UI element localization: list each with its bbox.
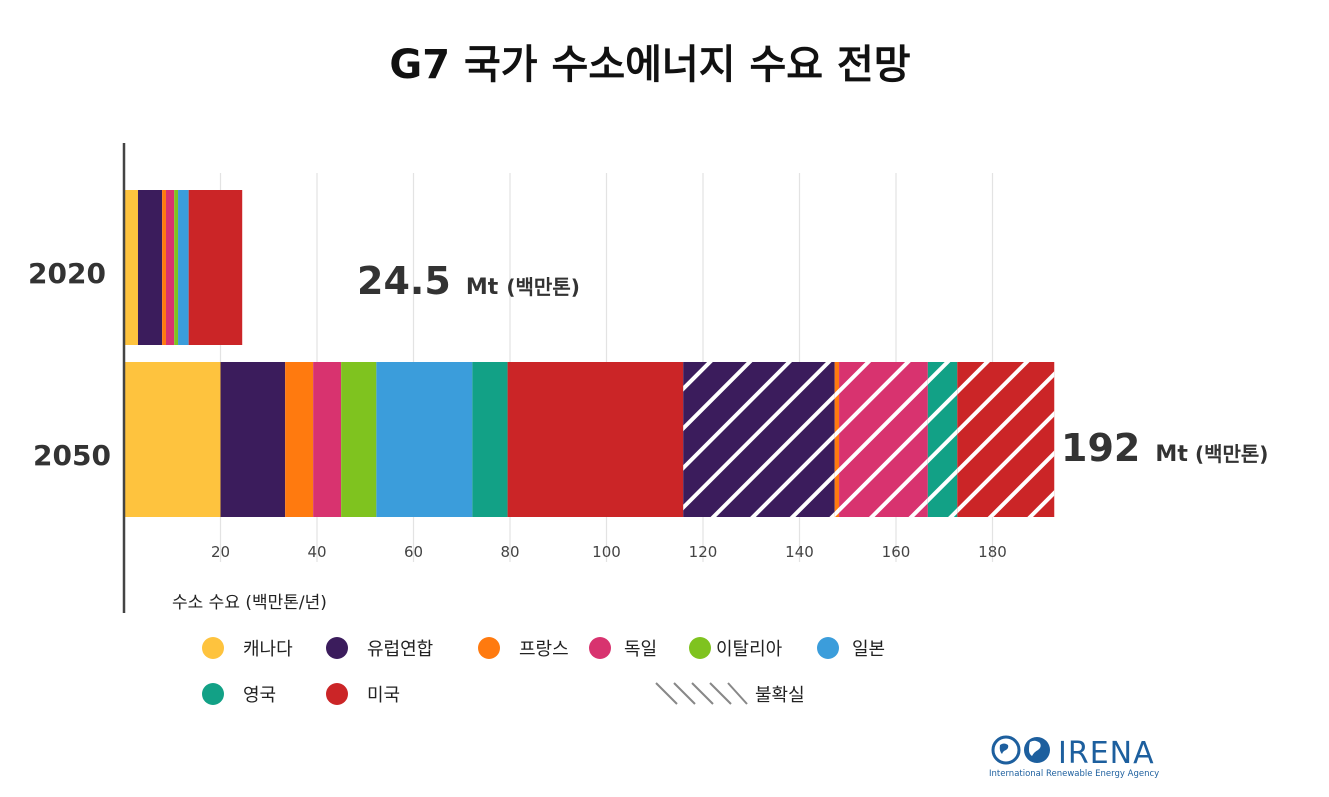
bar-2020-3 <box>165 190 175 345</box>
x-tick-60: 60 <box>404 543 423 561</box>
legend-swatch-6 <box>202 683 224 705</box>
legend-swatch-1 <box>326 637 348 659</box>
bar-2050-uncertain-11-hatch <box>927 362 958 517</box>
total-value-2050: 192 <box>1061 426 1140 470</box>
legend-item-7: 미국 <box>326 683 400 706</box>
legend-label-4: 이탈리아 <box>716 639 783 660</box>
legend-item-4: 이탈리아 <box>689 637 783 660</box>
bar-2020-5 <box>178 190 189 345</box>
globe-icon <box>991 735 1050 765</box>
bar-2020-7 <box>188 190 243 345</box>
legend-label-2: 프랑스 <box>519 639 569 660</box>
total-unit-ko-2020: (백만톤) <box>506 275 579 299</box>
bar-2050-uncertain-9-hatch <box>834 362 840 517</box>
legend-item-3: 독일 <box>589 637 657 660</box>
legend-label-7: 미국 <box>367 685 400 706</box>
legend-swatch-2 <box>478 637 500 659</box>
total-annotation-2050: 192 Mt (백만톤) <box>1061 426 1268 470</box>
bar-2020-0 <box>124 190 138 345</box>
bar-2050-uncertain-8-hatch <box>683 362 835 517</box>
bar-2050-1 <box>220 362 286 517</box>
x-tick-140: 140 <box>785 543 814 561</box>
legend-swatch-4 <box>689 637 711 659</box>
bar-2050-uncertain-10-hatch <box>839 362 928 517</box>
category-label-2020: 2020 <box>28 257 106 290</box>
total-unit-2050: Mt <box>1155 442 1188 467</box>
legend-item-0: 캐나다 <box>202 637 293 660</box>
bar-2050-7 <box>507 362 684 517</box>
irena-logo: IRENA International Renewable Energy Age… <box>989 735 1159 779</box>
x-tick-160: 160 <box>882 543 911 561</box>
total-unit-2020: Mt <box>466 275 499 300</box>
legend-swatch-5 <box>817 637 839 659</box>
bar-2050-uncertain-12-hatch <box>957 362 1055 517</box>
x-tick-120: 120 <box>689 543 718 561</box>
legend-item-6: 영국 <box>202 683 276 706</box>
irena-name: IRENA <box>1058 736 1155 771</box>
bar-2050-4 <box>341 362 377 517</box>
legend-label-0: 캐나다 <box>243 639 293 660</box>
bar-2050-0 <box>124 362 221 517</box>
bar-2050-3 <box>313 362 342 517</box>
category-label-2050: 2050 <box>33 439 111 472</box>
bar-2050-5 <box>376 362 473 517</box>
legend-label-6: 영국 <box>243 685 276 706</box>
x-tick-20: 20 <box>211 543 230 561</box>
x-tick-100: 100 <box>592 543 621 561</box>
legend-label-uncertain: 불확실 <box>755 685 805 706</box>
legend-item-uncertain: 불확실 <box>655 682 805 706</box>
legend-item-5: 일본 <box>817 637 885 660</box>
legend-swatch-7 <box>326 683 348 705</box>
total-unit-ko-2050: (백만톤) <box>1195 442 1268 466</box>
legend-item-2: 프랑스 <box>478 637 569 660</box>
x-tick-80: 80 <box>500 543 519 561</box>
legend-label-5: 일본 <box>852 639 885 660</box>
hatch-lines-icon <box>655 682 748 705</box>
legend-swatch-0 <box>202 637 224 659</box>
irena-subtitle: International Renewable Energy Agency <box>989 769 1159 779</box>
bar-2050-6 <box>472 362 508 517</box>
bar-2020-4 <box>174 190 179 345</box>
total-value-2020: 24.5 <box>357 259 451 303</box>
bar-2020-1 <box>137 190 163 345</box>
total-annotation-2020: 24.5 Mt (백만톤) <box>357 259 580 303</box>
bar-2050-2 <box>285 362 314 517</box>
x-axis-label: 수소 수요 (백만톤/년) <box>172 593 327 613</box>
legend-item-1: 유럽연합 <box>326 637 433 660</box>
bars <box>124 190 1055 517</box>
x-tick-180: 180 <box>978 543 1007 561</box>
legend-label-1: 유럽연합 <box>367 639 433 660</box>
x-ticks: 20 40 60 80 100 120 140 160 180 <box>211 543 1007 561</box>
chart-title: G7 국가 수소에너지 수요 전망 <box>389 42 910 88</box>
bar-2020-2 <box>162 190 166 345</box>
legend-swatch-3 <box>589 637 611 659</box>
x-tick-40: 40 <box>307 543 326 561</box>
legend-label-3: 독일 <box>624 639 657 660</box>
